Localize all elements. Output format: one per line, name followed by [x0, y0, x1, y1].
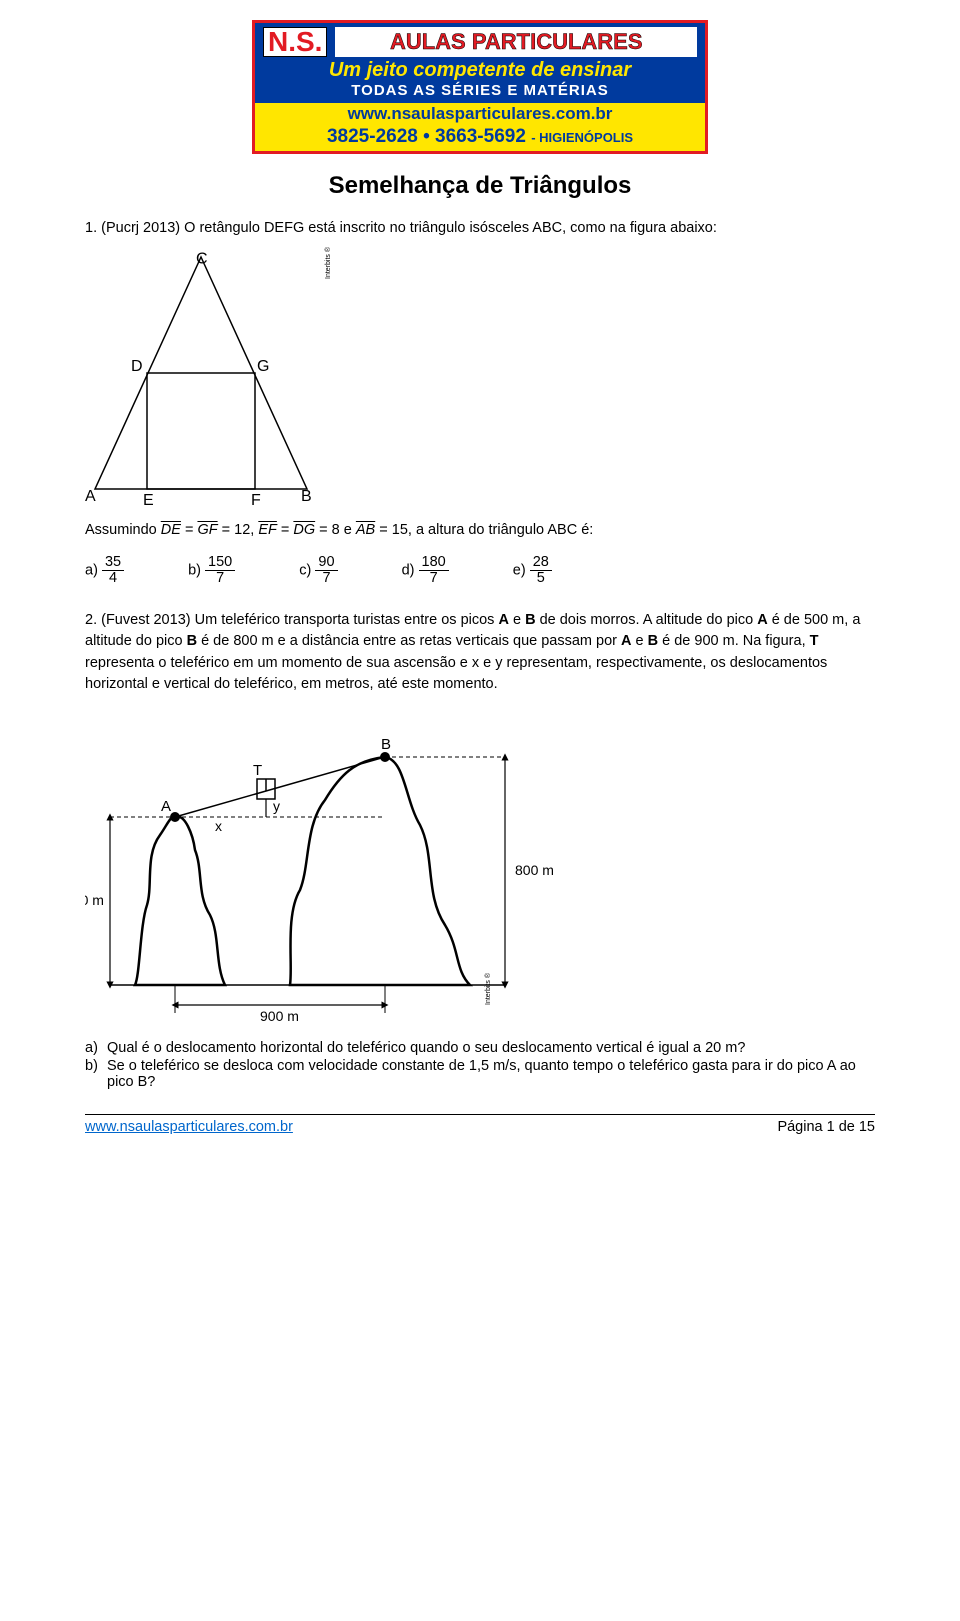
label-E: E	[143, 492, 154, 505]
opt-e-label: e)	[513, 563, 526, 579]
seg-gf: GF	[197, 522, 217, 538]
opt-c: c) 907	[299, 555, 337, 586]
opt-b-num: 150	[205, 555, 235, 571]
opt-d-num: 180	[419, 555, 449, 571]
label-C: C	[196, 250, 208, 267]
label-x: x	[215, 818, 222, 834]
q1-number: 1.	[85, 220, 97, 236]
label-T: T	[253, 762, 262, 779]
c2: ,	[408, 522, 416, 538]
header-banner: N.S. AULAS PARTICULARES Um jeito compete…	[252, 20, 708, 154]
opt-e-den: 5	[530, 571, 552, 586]
eq5: =	[375, 522, 392, 538]
q2-p5: é de 800 m e a distância entre as retas …	[197, 633, 621, 649]
q1-assume-prefix: Assumindo	[85, 522, 161, 538]
q2-b3: A	[757, 612, 767, 628]
q1-assumption: Assumindo DE = GF = 12, EF = DG = 8 e AB…	[85, 520, 875, 541]
eq3: =	[277, 522, 294, 538]
question-2: 2. (Fuvest 2013) Um teleférico transport…	[85, 610, 875, 694]
opt-c-num: 90	[315, 555, 337, 571]
q2-p3: de dois morros. A altitude do pico	[536, 612, 758, 628]
q2-figure: A B T x y 500 m 800 m 900 m Interbits ®	[85, 705, 875, 1030]
label-500m: 500 m	[85, 892, 104, 908]
q2-subquestions: a) Qual é o deslocamento horizontal do t…	[85, 1040, 875, 1090]
banner-series: TODAS AS SÉRIES E MATÉRIAS	[263, 82, 697, 99]
opt-a: a) 354	[85, 555, 124, 586]
label-A2: A	[161, 798, 171, 815]
opt-e-num: 28	[530, 555, 552, 571]
q2-sub-a-text: Qual é o deslocamento horizontal do tele…	[107, 1040, 745, 1056]
label-D: D	[131, 358, 143, 375]
label-G: G	[257, 358, 269, 375]
q2-sub-a-label: a)	[85, 1040, 107, 1056]
footer-url[interactable]: www.nsaulasparticulares.com.br	[85, 1119, 293, 1135]
eq1: =	[181, 522, 198, 538]
opt-d-label: d)	[402, 563, 415, 579]
eq4: =	[315, 522, 332, 538]
label-A: A	[85, 488, 96, 505]
opt-b-label: b)	[188, 563, 201, 579]
footer-page: Página 1 de 15	[777, 1119, 875, 1135]
q2-b6: B	[648, 633, 658, 649]
q2-b5: A	[621, 633, 631, 649]
q2-p7: é de 900 m. Na figura,	[658, 633, 810, 649]
teleferico-diagram: A B T x y 500 m 800 m 900 m	[85, 705, 585, 1025]
q1-source: (Pucrj 2013)	[101, 220, 180, 236]
opt-d-den: 7	[419, 571, 449, 586]
q2-sub-b-text: Se o teleférico se desloca com velocidad…	[107, 1058, 875, 1090]
q2-b7: T	[810, 633, 819, 649]
label-B: B	[301, 488, 312, 505]
banner-phones: 3825-2628 • 3663-5692 - HIGIENÓPOLIS	[255, 125, 705, 151]
opt-b: b) 1507	[188, 555, 235, 586]
opt-a-num: 35	[102, 555, 124, 571]
opt-c-label: c)	[299, 563, 311, 579]
q2-source: (Fuvest 2013)	[101, 612, 190, 628]
q1-text: O retângulo DEFG está inscrito no triâng…	[184, 220, 717, 236]
opt-e: e) 285	[513, 555, 552, 586]
opt-a-label: a)	[85, 563, 98, 579]
label-y: y	[273, 798, 280, 814]
seg-de: DE	[161, 522, 181, 538]
q2-number: 2.	[85, 612, 97, 628]
eq2: =	[218, 522, 235, 538]
q2-b1: A	[498, 612, 508, 628]
val12: 12	[234, 522, 250, 538]
triangle-diagram: A B C D G E F	[85, 249, 315, 505]
q2-p6: e	[632, 633, 648, 649]
seg-dg: DG	[293, 522, 315, 538]
seg-ab: AB	[356, 522, 375, 538]
interbits-watermark-1: Interbits ®	[325, 247, 332, 279]
q2-sub-b-label: b)	[85, 1058, 107, 1090]
label-900m: 900 m	[260, 1008, 299, 1024]
interbits-watermark-2: Interbits ®	[485, 973, 492, 1005]
q1-answers: a) 354 b) 1507 c) 907 d) 1807 e) 285	[85, 555, 875, 586]
opt-c-den: 7	[315, 571, 337, 586]
page-title: Semelhança de Triângulos	[85, 172, 875, 200]
label-F: F	[251, 492, 261, 505]
phones-text: 3825-2628 • 3663-5692	[327, 126, 526, 147]
e1: e	[344, 522, 356, 538]
question-1: 1. (Pucrj 2013) O retângulo DEFG está in…	[85, 218, 875, 239]
page-footer: www.nsaulasparticulares.com.br Página 1 …	[85, 1114, 875, 1135]
banner-slogan: Um jeito competente de ensinar	[263, 59, 697, 82]
q2-p1: Um teleférico transporta turistas entre …	[195, 612, 499, 628]
q2-p8: representa o teleférico em um momento de…	[85, 655, 827, 692]
ns-logo: N.S.	[263, 27, 327, 57]
q2-b4: B	[187, 633, 197, 649]
q1-figure: A B C D G E F Interbits ®	[85, 249, 875, 510]
label-B2: B	[381, 736, 391, 753]
seg-ef: EF	[258, 522, 277, 538]
q1-assume-suffix: a altura do triângulo ABC é:	[416, 522, 593, 538]
location-text: - HIGIENÓPOLIS	[531, 130, 633, 145]
q2-b2: B	[525, 612, 535, 628]
opt-d: d) 1807	[402, 555, 449, 586]
val8: 8	[332, 522, 340, 538]
opt-b-den: 7	[205, 571, 235, 586]
label-800m: 800 m	[515, 862, 554, 878]
val15: 15	[392, 522, 408, 538]
banner-url: www.nsaulasparticulares.com.br	[255, 103, 705, 125]
banner-aulas: AULAS PARTICULARES	[335, 27, 697, 57]
q2-p2: e	[509, 612, 525, 628]
opt-a-den: 4	[102, 571, 124, 586]
